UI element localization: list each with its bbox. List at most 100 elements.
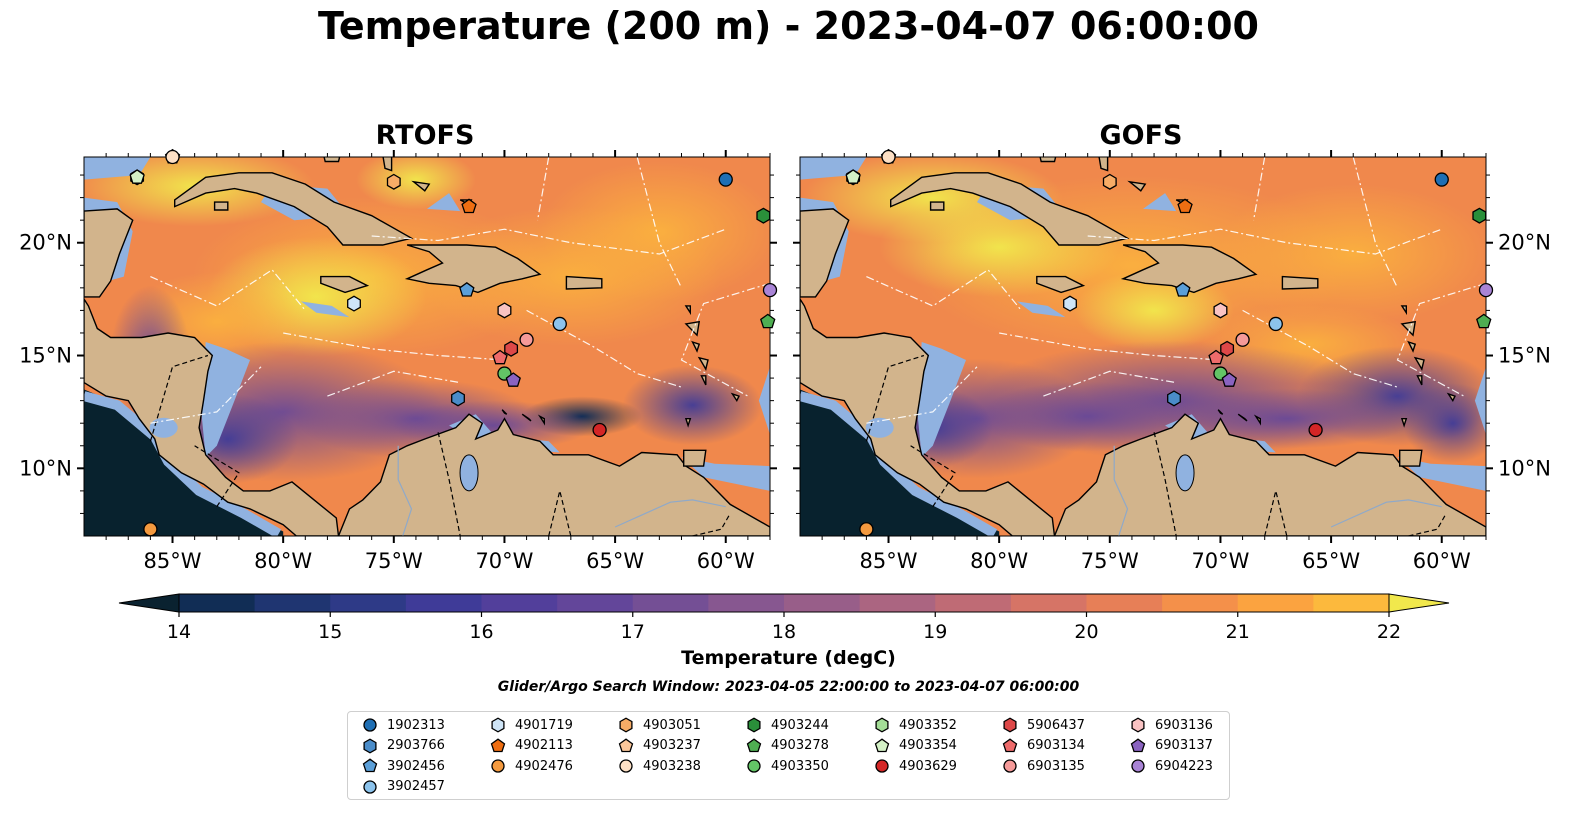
legend-item-6903136: 6903136 [1130, 715, 1213, 735]
legend-label: 5906437 [1027, 717, 1085, 733]
legend-item-4902476: 4902476 [490, 756, 573, 776]
float-marker-4903238 [165, 149, 180, 165]
lat-tick-label: 20°N [1498, 231, 1551, 255]
land [382, 157, 393, 172]
hexagon-marker-icon [1003, 717, 1017, 733]
legend-label: 4902476 [515, 758, 573, 774]
float-marker-6903136 [497, 302, 512, 319]
colorbar-tick-label: 21 [1226, 621, 1250, 640]
lon-tick-label: 80°W [254, 549, 312, 573]
legend-marker [619, 717, 633, 733]
land [1446, 392, 1456, 403]
colorbar-segment [632, 594, 709, 612]
land [683, 449, 707, 467]
float-marker-1902313 [1434, 172, 1449, 187]
land [1036, 275, 1086, 294]
land [84, 208, 134, 298]
colorbar-extend-high [1388, 593, 1450, 613]
pentagon-marker-icon [618, 737, 634, 752]
pacific-ocean [800, 389, 1000, 536]
float-marker-2903766 [1167, 390, 1181, 407]
lon-tick-label: 70°W [475, 549, 533, 573]
float-marker-6903135 [519, 332, 534, 347]
float-marker-3902456 [459, 281, 475, 297]
colorbar-segment [1086, 594, 1163, 612]
legend-label: 6903135 [1027, 758, 1085, 774]
float-marker-4903629 [1308, 422, 1323, 438]
legend-item-4902113: 4902113 [490, 736, 573, 756]
float-marker-2903766 [451, 390, 465, 407]
legend-item-4903350: 4903350 [746, 756, 829, 776]
legend-marker [618, 737, 634, 752]
colorbar-tick-label: 17 [621, 621, 645, 640]
circle-marker-icon [491, 759, 505, 773]
legend-label: 3902456 [387, 758, 445, 774]
float-marker-4901719 [347, 295, 361, 312]
float-marker-5906437 [504, 340, 519, 357]
land [1098, 157, 1109, 172]
legend-marker [875, 759, 889, 773]
float-marker-4903244 [1472, 207, 1487, 224]
legend-item-4903244: 4903244 [746, 715, 829, 735]
land [730, 392, 740, 403]
circle-marker-icon [1131, 759, 1145, 773]
legend-marker [363, 718, 377, 732]
map-axes: 85°W 80°W 75°W 70°W 65°W 60°W 20°N 15°N 10°N 85°W… [19, 150, 1551, 573]
legend-item-6903135: 6903135 [1002, 756, 1085, 776]
legend-item-4903237: 4903237 [618, 736, 701, 756]
land [1127, 180, 1147, 192]
land [1253, 414, 1261, 426]
colorbar: 14 15 16 17 18 19 20 21 22 [118, 593, 1450, 640]
search-window-text: Glider/Argo Search Window: 2023-04-05 22… [497, 679, 1080, 695]
lon-tick-label: 75°W [1081, 549, 1139, 573]
lon-tick-label: 70°W [1191, 549, 1249, 573]
legend-marker [1131, 759, 1145, 773]
legend-marker [619, 759, 633, 773]
legend-item-4901719: 4901719 [490, 715, 573, 735]
legend-marker [747, 717, 761, 733]
float-marker-6903137 [1221, 372, 1237, 387]
legend-label: 4903350 [771, 758, 829, 774]
colorbar-segment [481, 594, 558, 612]
lat-tick-label: 10°N [1498, 456, 1551, 480]
land [1399, 449, 1423, 467]
lon-tick-label: 80°W [970, 549, 1028, 573]
legend-marker [490, 737, 506, 752]
legend-label: 4901719 [515, 717, 573, 733]
gofs-map-frame [799, 156, 1487, 537]
colorbar-extend-low [118, 593, 180, 613]
rtofs-map-frame [83, 156, 771, 537]
float-marker-4902476 [859, 522, 874, 537]
float-marker-1902313 [718, 172, 733, 187]
land [1407, 340, 1417, 353]
land [1217, 409, 1224, 415]
legend-marker [491, 717, 505, 733]
hexagon-marker-icon [491, 717, 505, 733]
legend-label: 4903238 [643, 758, 701, 774]
legend-marker [875, 717, 889, 733]
lon-tick-label: 75°W [365, 549, 423, 573]
legend-marker [874, 737, 890, 752]
circle-marker-icon [363, 779, 377, 794]
legend-marker [1130, 737, 1146, 752]
pentagon-marker-icon [874, 737, 890, 752]
legend-marker [363, 779, 377, 794]
legend-label: 4903051 [643, 717, 701, 733]
legend-marker [1003, 759, 1017, 773]
land [929, 201, 945, 211]
legend-marker [363, 737, 377, 754]
legend-item-2903766: 2903766 [362, 736, 445, 756]
float-marker-4903629 [592, 422, 607, 438]
colorbar-tick-label: 22 [1377, 621, 1401, 640]
land [1400, 418, 1408, 428]
colorbar-tick-label: 14 [167, 621, 191, 640]
legend-item-6904223: 6904223 [1130, 756, 1213, 776]
lon-tick-label: 85°W [144, 549, 202, 573]
float-marker-5906437 [1220, 340, 1235, 357]
legend-item-3902456: 3902456 [362, 756, 445, 776]
circle-marker-icon [619, 759, 633, 773]
float-marker-4902113 [461, 198, 477, 214]
colorbar-segment [784, 594, 861, 612]
float-marker-6903134 [1208, 349, 1224, 365]
land [213, 201, 229, 211]
